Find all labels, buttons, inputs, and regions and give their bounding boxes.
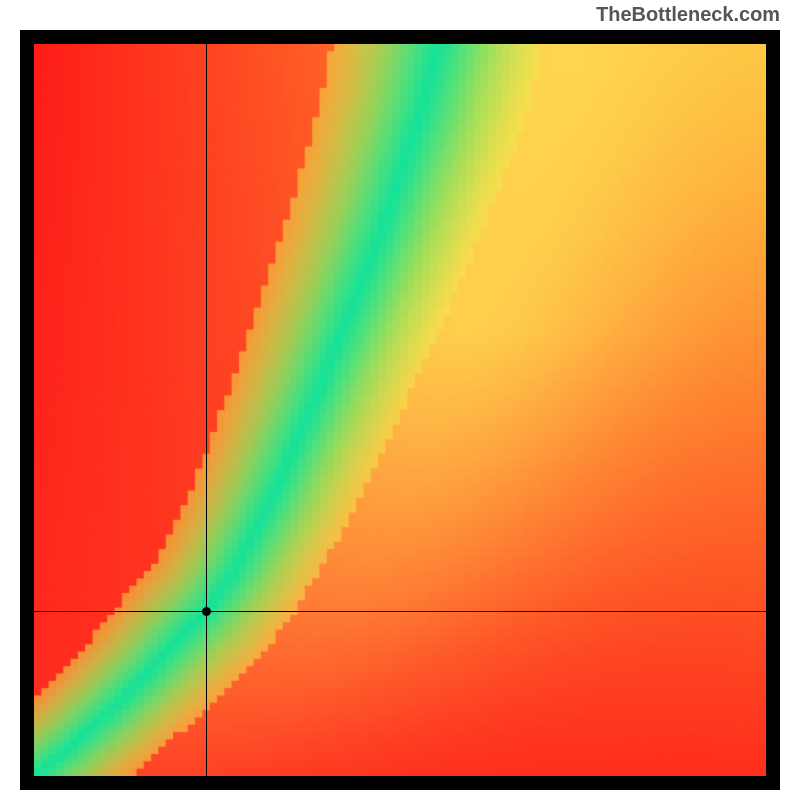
crosshair-horizontal [34, 611, 766, 612]
crosshair-vertical [206, 44, 207, 776]
heatmap-canvas [34, 44, 766, 776]
plot-area [20, 30, 780, 790]
watermark-text: TheBottleneck.com [596, 4, 780, 27]
chart-container: TheBottleneck.com [0, 0, 800, 800]
marker-point [202, 607, 211, 616]
